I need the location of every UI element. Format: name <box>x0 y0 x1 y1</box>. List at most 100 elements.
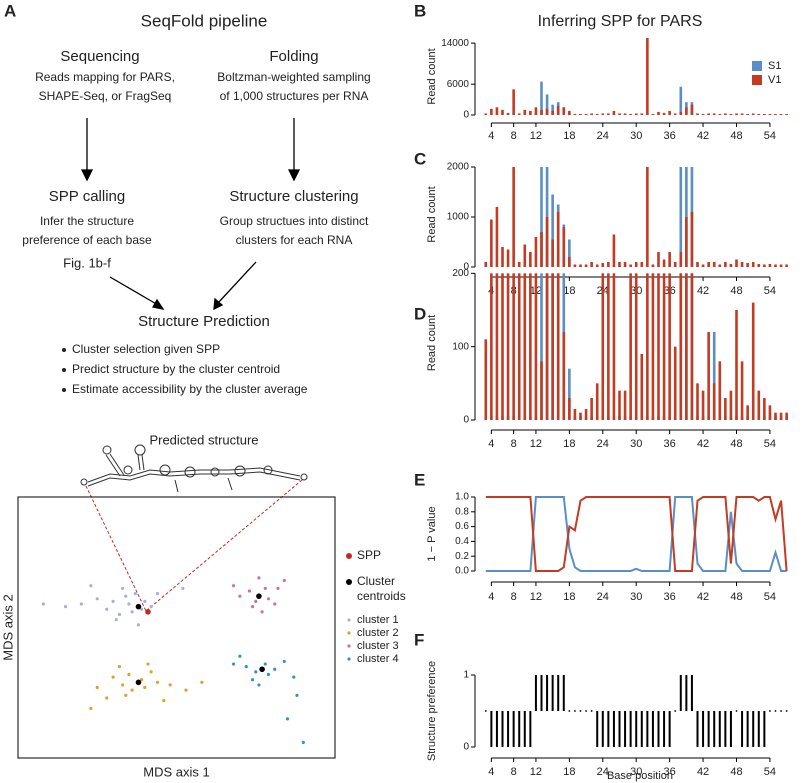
bar <box>673 113 677 115</box>
bar <box>484 339 488 420</box>
bar <box>517 262 521 267</box>
legend-label: Cluster centroids <box>357 574 406 603</box>
bar <box>584 264 588 267</box>
x-axis-label: Base position <box>607 770 673 782</box>
point <box>256 593 262 599</box>
stem-dot <box>574 710 576 712</box>
bar <box>568 110 571 115</box>
bar <box>623 262 627 267</box>
point <box>247 589 252 593</box>
x-axis-label: MDS axis 1 <box>143 764 209 779</box>
bar <box>701 113 705 115</box>
bar <box>595 264 599 267</box>
bar <box>512 167 515 267</box>
bar <box>757 264 761 267</box>
bar <box>707 262 710 267</box>
bar <box>484 113 488 115</box>
point <box>231 662 236 666</box>
bar <box>612 110 616 115</box>
x-tick-label: 54 <box>764 766 776 778</box>
bar <box>779 264 783 267</box>
bar <box>545 217 549 267</box>
bullet-text: Estimate accessibility by the cluster av… <box>72 382 308 396</box>
bar <box>718 113 722 115</box>
bar <box>751 302 755 420</box>
point <box>168 683 172 687</box>
bar <box>657 252 660 267</box>
bullets <box>62 348 66 392</box>
bar <box>685 217 688 267</box>
bar <box>646 167 649 267</box>
x-tick-label: 30 <box>630 591 642 603</box>
x-tick-label: 18 <box>563 285 575 297</box>
bar <box>768 405 772 420</box>
legend-label: cluster 2 <box>357 627 399 639</box>
bar <box>651 273 655 420</box>
plot-frame <box>17 496 336 759</box>
bar <box>646 38 649 115</box>
line <box>485 496 787 572</box>
bar <box>551 239 554 267</box>
bar <box>601 263 605 267</box>
bar <box>707 332 710 420</box>
stem-dot <box>674 710 677 712</box>
bar <box>634 113 638 115</box>
y-tick-label: 2000 <box>447 162 470 173</box>
bar <box>640 113 644 115</box>
bar <box>601 273 605 420</box>
legend-marker <box>346 553 352 559</box>
step-text: Boltzman-weighted sampling <box>217 70 370 84</box>
bar <box>646 273 649 420</box>
bar <box>724 398 727 420</box>
bar <box>763 264 766 267</box>
x-tick-label: 18 <box>563 766 575 778</box>
y-tick-label: 0.2 <box>455 551 469 562</box>
y-tick-label: 0 <box>463 110 469 121</box>
point <box>155 591 160 596</box>
bar <box>685 107 688 115</box>
point <box>135 679 142 686</box>
x-tick-label: 12 <box>530 591 542 603</box>
point <box>149 605 153 609</box>
bar <box>607 273 610 420</box>
x-tick-label: 8 <box>511 766 517 778</box>
stem-dot <box>785 710 788 712</box>
point <box>111 675 115 679</box>
bar <box>729 264 733 267</box>
point <box>266 597 271 601</box>
x-tick-label: 30 <box>630 438 642 450</box>
bar <box>785 412 788 420</box>
point <box>292 675 296 679</box>
step-note: Fig. 1b-f <box>63 255 111 270</box>
bar <box>573 113 577 115</box>
bar <box>768 264 772 267</box>
bar <box>595 383 599 420</box>
point <box>149 670 153 674</box>
point <box>301 740 305 744</box>
bar <box>724 113 727 115</box>
x-tick-label: 4 <box>488 130 494 142</box>
y-tick-label: 1 <box>463 670 469 681</box>
step-text: Reads mapping for PARS, <box>35 70 175 84</box>
bar <box>729 113 733 115</box>
y-axis-label: Structure preference <box>426 661 438 761</box>
x-tick-label: 48 <box>730 130 742 142</box>
bar <box>540 109 543 115</box>
point <box>114 618 118 622</box>
bar <box>657 111 660 115</box>
point <box>143 599 147 604</box>
x-tick-label: 48 <box>730 766 742 778</box>
bar <box>757 113 761 115</box>
x-tick-label: 24 <box>597 130 609 142</box>
point <box>127 602 131 606</box>
step-title: Folding <box>269 48 318 65</box>
panel-label: F <box>414 630 424 649</box>
legend-marker <box>347 644 351 648</box>
bar <box>534 107 538 115</box>
bar <box>562 227 566 267</box>
point <box>295 693 299 697</box>
y-tick-label: 0 <box>463 262 469 273</box>
stem-dot <box>590 710 593 712</box>
point <box>111 599 115 604</box>
bar <box>651 113 655 115</box>
